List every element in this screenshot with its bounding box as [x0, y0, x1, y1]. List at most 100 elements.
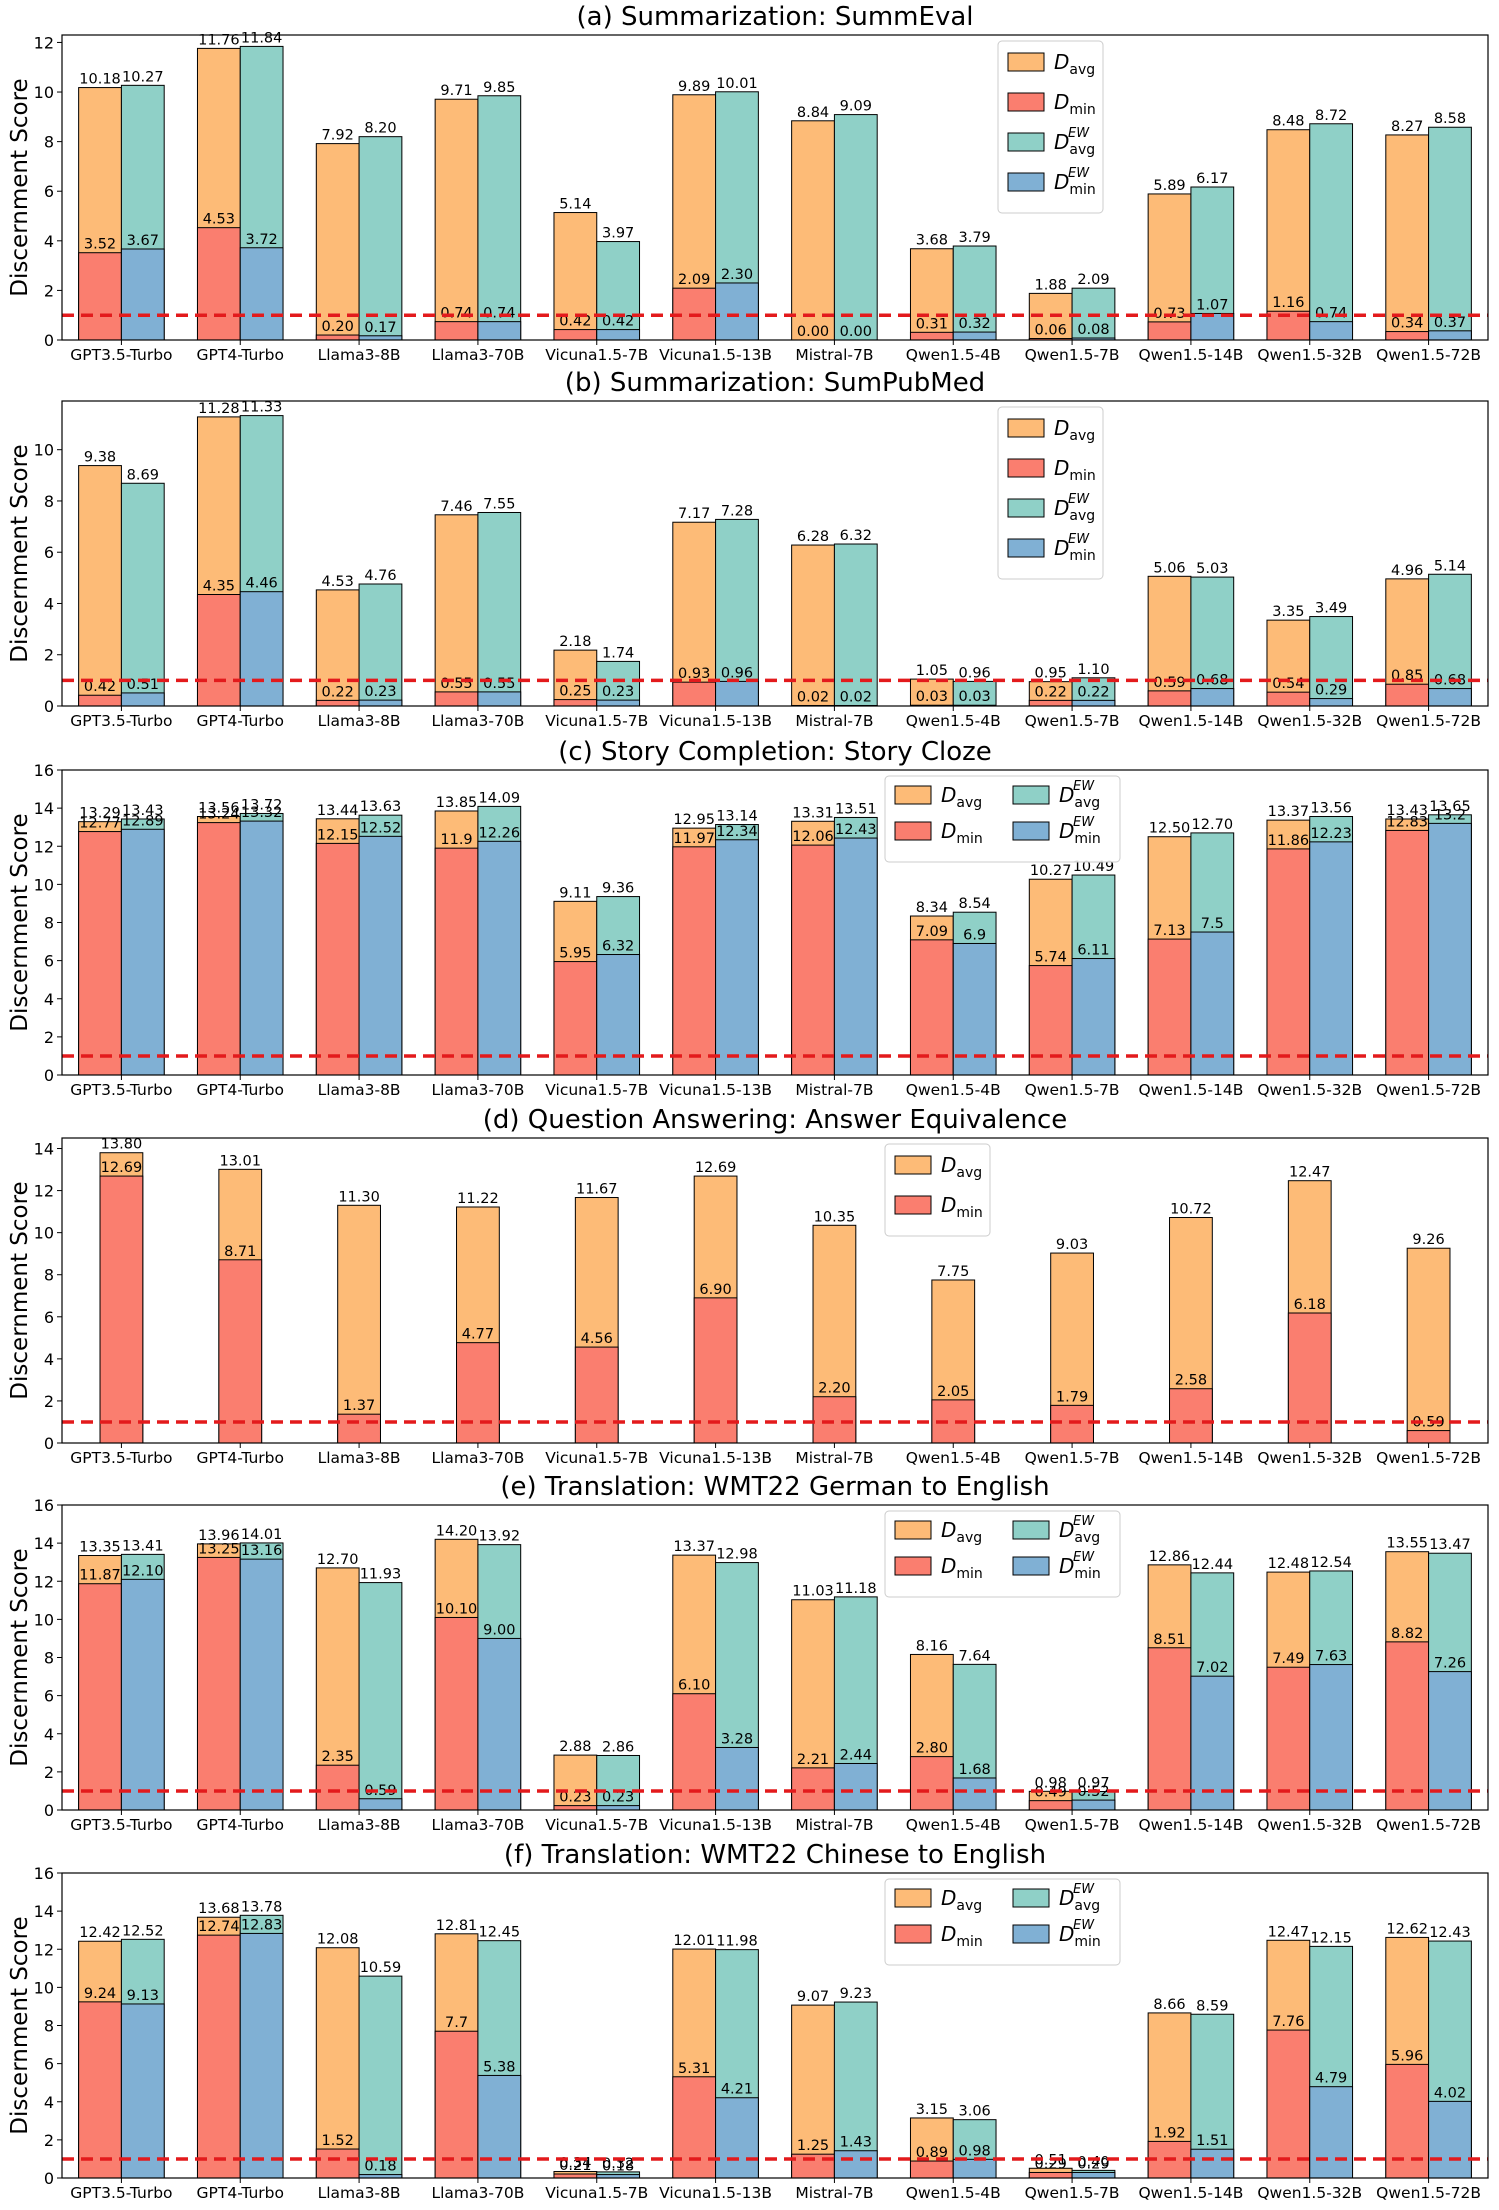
data-label-d-min-ew: 0.74 [1315, 306, 1347, 322]
x-tick-label: GPT4-Turbo [197, 2184, 285, 2202]
data-label-d-min-ew: 6.11 [1077, 943, 1109, 959]
y-tick-label: 2 [44, 1392, 54, 1411]
data-label-d-avg: 13.31 [792, 805, 834, 821]
data-label-d-avg: 11.28 [198, 401, 240, 417]
data-label-d-min: 0.02 [797, 689, 829, 705]
x-tick-label: Qwen1.5-7B [1025, 346, 1120, 364]
bar-d-min-ew [833, 837, 878, 1076]
bar-d-min-ew [1190, 931, 1235, 1076]
y-tick-label: 8 [44, 1266, 54, 1285]
legend-swatch [894, 821, 932, 841]
data-label-d-min: 2.80 [916, 1741, 948, 1757]
bar-d-avg-ew [1190, 576, 1235, 707]
legend-label-superscript: EW [1073, 1514, 1095, 1529]
data-label-d-avg-ew: 13.56 [1310, 801, 1352, 817]
bar-d-min [1266, 848, 1311, 1076]
bar-d-avg [434, 514, 479, 707]
data-label-d-avg-ew: 2.09 [1077, 272, 1109, 288]
data-label-d-min-ew: 0.29 [1315, 683, 1347, 699]
bar-d-min [1028, 1800, 1073, 1811]
data-label-d-min-ew: 12.26 [479, 825, 521, 841]
plot-frame [61, 1137, 1489, 1444]
data-label-d-min: 5.74 [1035, 950, 1067, 966]
y-tick-label: 12 [34, 837, 54, 856]
legend-label: Davg [941, 783, 982, 811]
legend-label-superscript: EW [1073, 779, 1095, 794]
bar-d-min [553, 329, 598, 341]
data-label-d-avg: 9.71 [440, 83, 472, 99]
data-label-d-min: 1.16 [1272, 295, 1304, 311]
data-label-d-avg-ew: 13.65 [1429, 799, 1471, 815]
bar-d-min-ew [1428, 2100, 1472, 2179]
legend-swatch [1012, 1520, 1050, 1540]
data-label-d-min: 8.71 [224, 1244, 256, 1260]
bar-d-min [553, 2173, 598, 2179]
data-label-d-min: 2.09 [678, 272, 710, 288]
bar-d-min [315, 842, 360, 1076]
data-label-d-min: 5.95 [559, 946, 591, 962]
data-label-d-min: 11.9 [440, 832, 472, 848]
y-tick-label: 6 [44, 1308, 54, 1327]
data-label-d-avg-ew: 0.40 [1077, 2154, 1109, 2170]
data-label-d-avg: 11.03 [792, 1584, 834, 1600]
legend-label: Davg [1059, 783, 1100, 811]
bar-d-min-ew [1428, 822, 1472, 1076]
data-label-d-avg-ew: 11.98 [716, 1934, 758, 1950]
data-label-d-avg: 12.42 [79, 1925, 121, 1941]
bar-d-min [78, 694, 122, 707]
data-label-d-avg: 12.69 [695, 1160, 737, 1176]
y-tick-label: 6 [44, 543, 54, 562]
y-tick-label: 10 [34, 875, 54, 894]
legend-label: Dmin [1054, 90, 1096, 118]
legend-label-superscript: EW [1068, 166, 1090, 181]
bar-d-min [553, 961, 598, 1076]
data-label-d-avg-ew: 13.92 [479, 1529, 521, 1545]
data-label-d-min-ew: 3.72 [245, 232, 277, 248]
x-tick-label: Qwen1.5-7B [1025, 1816, 1120, 1834]
data-label-d-avg-ew: 12.98 [716, 1547, 758, 1563]
legend-swatch [894, 1924, 932, 1944]
data-label-d-avg: 6.28 [797, 529, 829, 545]
data-label-d-avg-ew: 13.51 [835, 801, 877, 817]
x-tick-label: GPT4-Turbo [197, 712, 285, 730]
bar-d-avg-ew [833, 2001, 878, 2179]
bar-d-min-ew [358, 335, 403, 341]
bar-d-min [909, 331, 954, 341]
data-label-d-avg-ew: 6.17 [1196, 171, 1228, 187]
legend-label: Davg [941, 1518, 982, 1546]
data-label-d-avg-ew: 12.15 [1310, 1930, 1352, 1946]
data-label-d-min: 9.24 [84, 1986, 116, 2002]
data-label-d-min-ew: 12.83 [241, 1917, 283, 1933]
data-label-d-avg: 1.05 [916, 663, 948, 679]
legend-label: Davg [1054, 130, 1095, 158]
bar-d-min [672, 846, 717, 1076]
legend-box [997, 40, 1104, 214]
data-label-d-min: 0.20 [322, 319, 354, 335]
x-tick-label: Qwen1.5-72B [1376, 712, 1481, 730]
data-label-d-avg: 0.95 [1035, 666, 1067, 682]
y-tick-label: 8 [44, 2017, 54, 2036]
bar-d-avg [315, 143, 360, 341]
bar-d-min [672, 681, 717, 707]
data-label-d-min: 12.15 [317, 827, 359, 843]
bar-d-min-ew [1190, 1675, 1235, 1811]
data-label-d-avg-ew: 11.18 [835, 1581, 877, 1597]
legend-label: Dmin [941, 819, 983, 847]
x-tick-label: Vicuna1.5-7B [545, 2184, 648, 2202]
bar-d-avg [791, 120, 835, 341]
data-label-d-min-ew: 12.10 [122, 1563, 164, 1579]
data-label-d-min-ew: 6.32 [602, 939, 634, 955]
bar-d-min [812, 1396, 857, 1444]
x-tick-label: Qwen1.5-14B [1138, 712, 1243, 730]
data-label-d-min-ew: 1.51 [1196, 2133, 1228, 2149]
x-tick-label: GPT3.5-Turbo [70, 1081, 172, 1099]
data-label-d-avg: 12.48 [1268, 1556, 1310, 1572]
bar-d-avg [909, 248, 954, 341]
y-tick-label: 8 [44, 1649, 54, 1668]
legend-swatch [1012, 785, 1050, 805]
bar-d-min [218, 1259, 263, 1444]
data-label-d-avg: 12.81 [436, 1918, 478, 1934]
data-label-d-avg: 8.27 [1391, 119, 1423, 135]
